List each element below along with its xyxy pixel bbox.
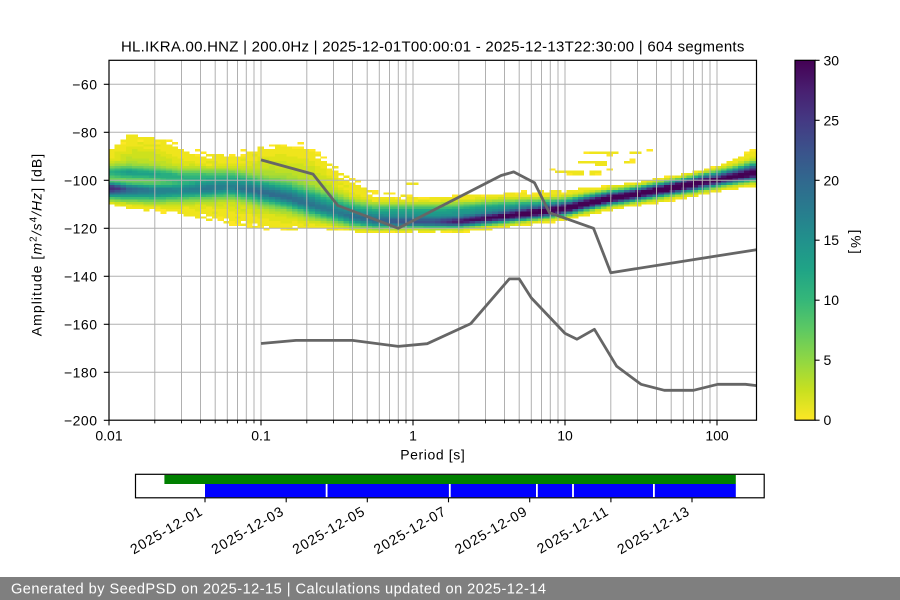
svg-text:Period [s]: Period [s] — [400, 447, 465, 463]
svg-text:−140: −140 — [64, 268, 98, 284]
svg-text:−200: −200 — [64, 412, 98, 428]
svg-text:Amplitude [m2/s4/Hz] [dB]: Amplitude [m2/s4/Hz] [dB] — [29, 153, 45, 336]
svg-text:25: 25 — [824, 112, 840, 128]
svg-text:−120: −120 — [64, 220, 98, 236]
svg-text:5: 5 — [824, 352, 832, 368]
svg-text:−80: −80 — [72, 124, 97, 140]
svg-text:[%]: [%] — [848, 230, 864, 256]
svg-text:30: 30 — [824, 52, 840, 68]
svg-text:10: 10 — [557, 428, 573, 444]
svg-text:10: 10 — [824, 292, 840, 308]
svg-text:−60: −60 — [72, 76, 97, 92]
svg-text:−160: −160 — [64, 316, 98, 332]
svg-text:15: 15 — [824, 232, 840, 248]
svg-text:0.1: 0.1 — [251, 428, 271, 444]
svg-text:Generated by SeedPSD on 2025-1: Generated by SeedPSD on 2025-12-15 | Cal… — [11, 582, 546, 598]
svg-text:−100: −100 — [64, 172, 98, 188]
svg-text:0.01: 0.01 — [95, 428, 122, 444]
svg-text:1: 1 — [409, 428, 417, 444]
svg-text:HL.IKRA.00.HNZ | 200.0Hz | 202: HL.IKRA.00.HNZ | 200.0Hz | 2025-12-01T00… — [121, 39, 745, 56]
svg-text:−180: −180 — [64, 364, 98, 380]
svg-text:20: 20 — [824, 172, 840, 188]
svg-text:0: 0 — [824, 412, 832, 428]
svg-text:100: 100 — [705, 428, 729, 444]
